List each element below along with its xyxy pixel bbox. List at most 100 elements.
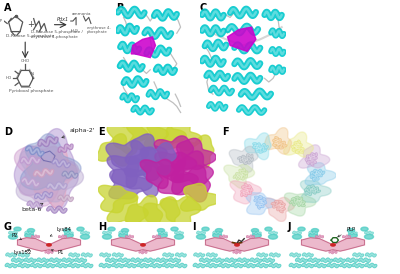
Text: ammonia: ammonia	[72, 12, 91, 16]
Polygon shape	[228, 27, 256, 52]
Polygon shape	[246, 193, 277, 215]
Text: C: C	[200, 3, 207, 13]
Polygon shape	[264, 197, 294, 222]
Polygon shape	[14, 147, 78, 206]
Text: Lys152: Lys152	[13, 250, 31, 255]
Polygon shape	[107, 123, 148, 155]
Text: H: H	[98, 222, 106, 232]
Polygon shape	[140, 159, 180, 189]
Polygon shape	[300, 180, 331, 202]
Polygon shape	[14, 129, 78, 209]
Circle shape	[298, 227, 305, 231]
Polygon shape	[172, 165, 210, 202]
Text: I: I	[192, 222, 196, 232]
Polygon shape	[125, 195, 162, 230]
Polygon shape	[126, 121, 168, 151]
Circle shape	[348, 233, 357, 238]
Circle shape	[252, 229, 259, 232]
Text: CHO: CHO	[21, 59, 30, 64]
Circle shape	[347, 229, 355, 232]
Text: PLP: PLP	[338, 227, 356, 237]
Text: D: D	[4, 127, 12, 137]
Polygon shape	[16, 141, 84, 203]
Circle shape	[25, 233, 34, 238]
Circle shape	[196, 234, 206, 239]
Circle shape	[119, 233, 128, 238]
Polygon shape	[109, 169, 152, 199]
Circle shape	[361, 227, 368, 231]
Text: P1: P1	[51, 250, 64, 255]
Text: -P: -P	[0, 19, 3, 23]
Circle shape	[102, 234, 112, 239]
Text: J: J	[288, 222, 292, 232]
Circle shape	[80, 234, 90, 239]
Text: G: G	[4, 222, 12, 232]
Circle shape	[235, 244, 239, 246]
Circle shape	[77, 227, 84, 231]
Polygon shape	[302, 238, 364, 251]
Polygon shape	[27, 149, 77, 209]
Polygon shape	[112, 238, 174, 251]
Polygon shape	[157, 165, 198, 194]
Circle shape	[252, 233, 261, 238]
Circle shape	[213, 233, 222, 238]
Text: B: B	[116, 3, 123, 13]
Circle shape	[268, 234, 278, 239]
Circle shape	[311, 229, 319, 232]
Circle shape	[122, 229, 129, 232]
Circle shape	[364, 234, 374, 239]
Text: P2: P2	[11, 233, 22, 240]
Polygon shape	[284, 132, 314, 157]
Polygon shape	[224, 164, 254, 189]
Polygon shape	[284, 193, 316, 216]
Text: F: F	[222, 127, 229, 137]
Circle shape	[63, 229, 70, 232]
Polygon shape	[131, 37, 156, 58]
Circle shape	[14, 227, 21, 231]
Circle shape	[171, 227, 178, 231]
Polygon shape	[106, 141, 148, 175]
Circle shape	[8, 234, 18, 239]
Text: Pdx1: Pdx1	[57, 17, 69, 22]
Polygon shape	[180, 184, 220, 211]
Polygon shape	[230, 181, 262, 204]
Polygon shape	[264, 128, 292, 154]
Polygon shape	[171, 151, 213, 185]
Circle shape	[158, 229, 165, 232]
Circle shape	[108, 227, 115, 231]
Polygon shape	[172, 138, 216, 170]
Polygon shape	[144, 119, 186, 149]
Circle shape	[292, 234, 302, 239]
Circle shape	[331, 244, 335, 246]
Text: E: E	[98, 127, 105, 137]
Polygon shape	[107, 156, 151, 187]
Polygon shape	[160, 196, 201, 229]
Text: Pyridoxal phosphate: Pyridoxal phosphate	[9, 89, 54, 93]
Circle shape	[202, 227, 209, 231]
Text: Lys84: Lys84	[50, 227, 71, 236]
Polygon shape	[97, 134, 132, 166]
Text: erythrose 4-
phosphate: erythrose 4- phosphate	[87, 26, 110, 34]
Polygon shape	[125, 134, 167, 164]
Polygon shape	[20, 134, 81, 190]
Polygon shape	[305, 162, 336, 185]
Circle shape	[27, 229, 35, 232]
Polygon shape	[143, 197, 180, 232]
Circle shape	[158, 233, 167, 238]
Polygon shape	[244, 133, 271, 160]
Text: D-Ribulose 5-phosphate /
erythrose 4-phosphate: D-Ribulose 5-phosphate / erythrose 4-pho…	[30, 30, 82, 39]
Polygon shape	[298, 145, 330, 168]
Circle shape	[64, 233, 73, 238]
Polygon shape	[125, 147, 164, 181]
Polygon shape	[206, 238, 268, 251]
Polygon shape	[154, 136, 194, 169]
Circle shape	[309, 233, 318, 238]
Polygon shape	[107, 193, 148, 224]
Text: A: A	[4, 3, 12, 13]
Polygon shape	[140, 143, 176, 175]
Circle shape	[174, 234, 184, 239]
Polygon shape	[155, 152, 197, 182]
Text: N: N	[31, 72, 34, 76]
Circle shape	[141, 244, 145, 246]
Text: D-Ribose 5-phosphate: D-Ribose 5-phosphate	[6, 34, 54, 38]
